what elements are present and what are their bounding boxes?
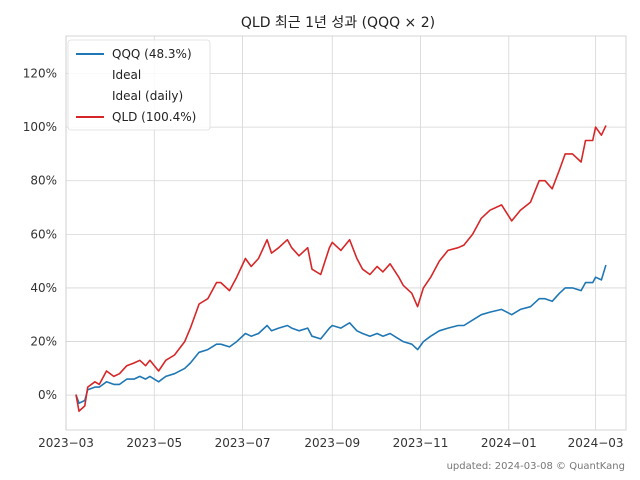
- y-tick-label: 100%: [23, 120, 57, 134]
- y-tick-label: 0%: [38, 388, 57, 402]
- series-line-qqq: [75, 264, 607, 405]
- legend-label-qld: QLD (100.4%): [112, 110, 196, 124]
- plot-frame: [65, 35, 627, 431]
- legend-label-ideal-daily: Ideal (daily): [112, 89, 183, 103]
- x-tick-label: 2023−07: [215, 436, 271, 450]
- y-tick-label: 80%: [30, 174, 57, 188]
- x-tick-label: 2024−01: [481, 436, 537, 450]
- x-tick-label: 2024−03: [568, 436, 624, 450]
- plot-grid: [65, 36, 626, 430]
- axis-labels: 2023−03 2023−05 2023−07 2023−09 2023−11 2024−…: [23, 67, 624, 450]
- x-tick-label: 2023−05: [126, 436, 182, 450]
- legend: QQQ (48.3%) Ideal Ideal (daily) QLD (100…: [67, 39, 211, 131]
- y-tick-label: 60%: [30, 227, 57, 241]
- y-tick-label: 40%: [30, 281, 57, 295]
- chart-title: QLD 최근 1년 성과 (QQQ × 2): [241, 15, 435, 31]
- legend-label-qqq: QQQ (48.3%): [112, 47, 192, 61]
- x-tick-label: 2023−03: [38, 436, 94, 450]
- series-layer: [75, 125, 607, 413]
- legend-label-ideal: Ideal: [112, 68, 141, 82]
- x-tick-label: 2023−09: [304, 436, 360, 450]
- y-tick-label: 120%: [23, 67, 57, 81]
- legend-box: [67, 39, 211, 131]
- x-tick-label: 2023−11: [393, 436, 449, 450]
- footer-note: updated: 2024-03-08 © QuantKang: [447, 461, 625, 472]
- series-line-qld: [75, 125, 607, 413]
- y-tick-label: 20%: [30, 335, 57, 349]
